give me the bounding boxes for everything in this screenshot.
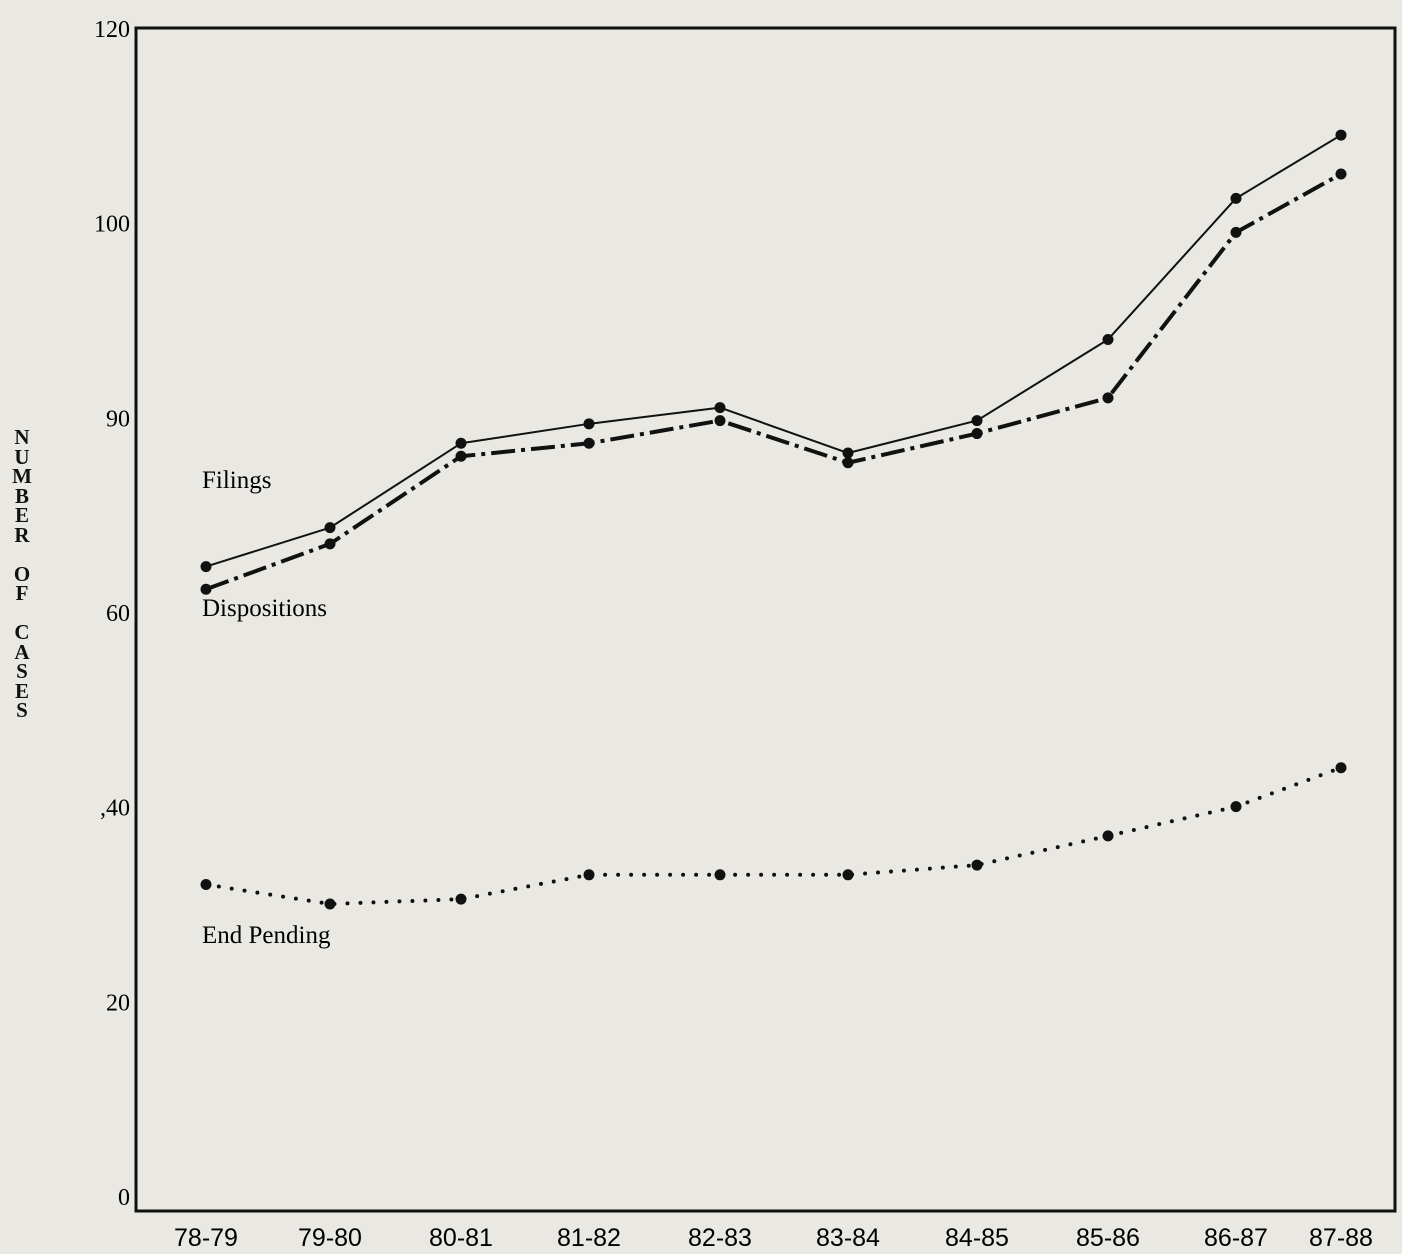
data-point <box>455 893 467 905</box>
data-point <box>1230 801 1242 813</box>
data-point <box>324 898 336 910</box>
y-tick-label: 20 <box>106 990 130 1016</box>
data-point <box>842 447 854 459</box>
data-point <box>842 869 854 881</box>
x-tick-label: 84-85 <box>945 1224 1009 1252</box>
data-point <box>971 415 983 427</box>
data-point <box>1230 226 1242 238</box>
series-labels: Filings Dispositions End Pending <box>202 467 331 949</box>
y-axis-label-char: U <box>14 444 30 469</box>
data-point <box>583 437 595 449</box>
y-axis-label-char: R <box>14 522 30 547</box>
x-tick-label: 80-81 <box>429 1224 493 1252</box>
x-tick-label: 81-82 <box>557 1224 621 1252</box>
series-label: Dispositions <box>202 595 327 622</box>
series-line-0 <box>205 134 1342 568</box>
data-point <box>971 859 983 871</box>
x-tick-label: 82-83 <box>688 1224 752 1252</box>
data-point <box>583 418 595 430</box>
x-tick-label: 78-79 <box>174 1224 238 1252</box>
series-line-1 <box>205 172 1342 592</box>
y-axis-ticks: 0 20 ,40 60 90 100 120 <box>94 17 130 1211</box>
y-axis-label-char: E <box>14 678 29 703</box>
x-tick-label: 83-84 <box>816 1224 880 1252</box>
data-point <box>714 415 726 427</box>
data-point <box>455 437 467 449</box>
data-point <box>1335 168 1347 180</box>
data-point <box>1102 830 1114 842</box>
x-tick-label: 85-86 <box>1076 1224 1140 1252</box>
data-point <box>455 450 467 462</box>
y-tick-label: 100 <box>94 212 130 238</box>
x-tick-label: 79-80 <box>298 1224 362 1252</box>
y-tick-label: 60 <box>106 601 130 627</box>
data-point <box>324 538 336 550</box>
series-lines <box>200 129 1347 910</box>
data-point <box>200 561 212 573</box>
y-axis-label-char: E <box>14 503 29 527</box>
data-point <box>714 402 726 414</box>
y-axis-label-char: O <box>13 561 31 586</box>
data-point <box>200 879 212 891</box>
data-point <box>1102 333 1114 345</box>
series-line-2 <box>204 765 1343 906</box>
x-tick-label: 86-87 <box>1204 1224 1268 1252</box>
data-point <box>971 428 983 440</box>
data-point <box>583 869 595 881</box>
series-label: Filings <box>202 467 271 494</box>
x-axis-ticks: 78-79 79-80 80-81 81-82 82-83 83-84 84-85 85-86… <box>174 1224 1373 1252</box>
y-axis-label-char: B <box>14 483 29 508</box>
data-point <box>714 869 726 881</box>
series-label: End Pending <box>202 922 331 949</box>
x-tick-label: 87-88 <box>1309 1224 1373 1252</box>
y-axis-label-char: A <box>14 639 30 664</box>
y-tick-label: 90 <box>106 406 130 432</box>
plot-frame <box>134 26 1397 1213</box>
data-point <box>842 457 854 469</box>
data-point <box>1230 192 1242 204</box>
y-tick-label: ,40 <box>100 796 130 822</box>
data-point <box>1102 392 1114 404</box>
y-axis-label-char: M <box>12 464 32 488</box>
y-axis-label-char: S <box>16 659 28 683</box>
data-point <box>324 522 336 534</box>
data-point <box>200 583 212 595</box>
y-axis-label-char: C <box>14 620 30 644</box>
y-tick-label: 120 <box>94 17 130 43</box>
y-axis-label-char: S <box>16 698 28 722</box>
data-point <box>1335 762 1347 774</box>
y-axis-label-char: N <box>14 425 30 449</box>
y-tick-label: 0 <box>118 1185 130 1211</box>
data-point <box>1335 129 1347 141</box>
y-axis-label-char: F <box>15 581 29 605</box>
